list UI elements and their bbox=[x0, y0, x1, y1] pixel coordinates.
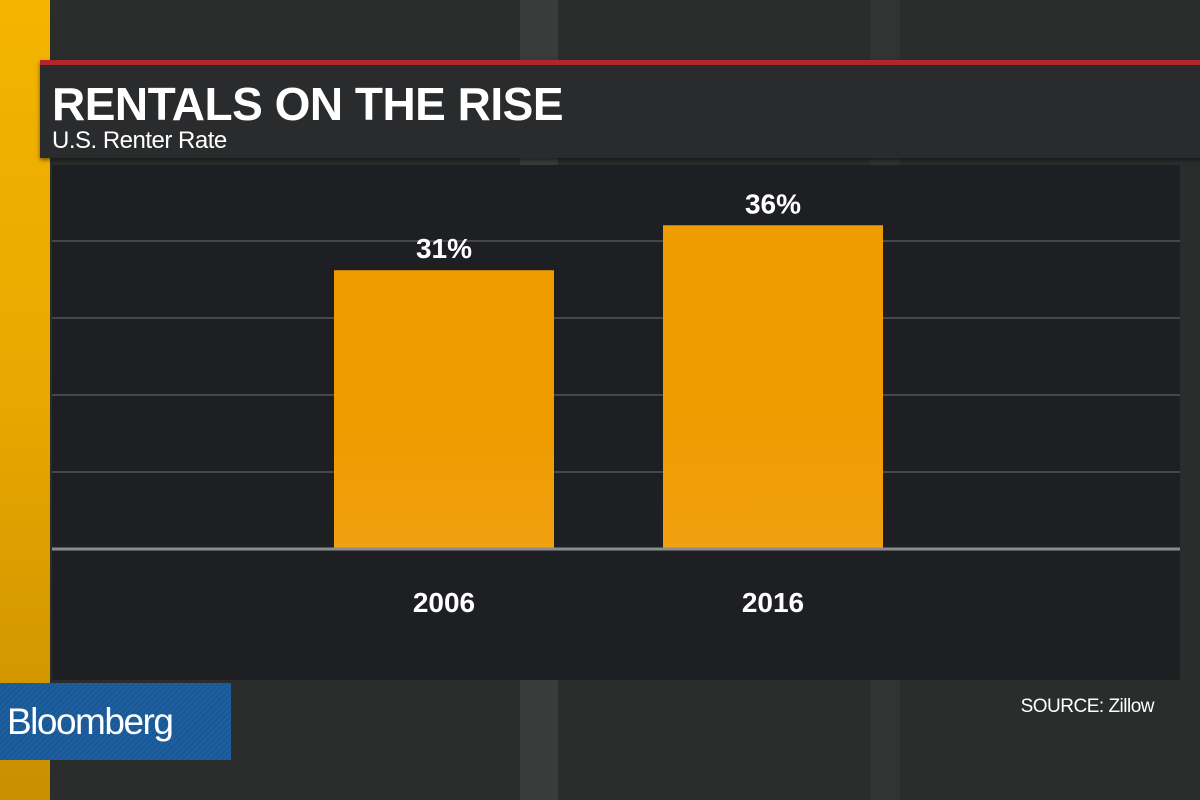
data-label: 31% bbox=[416, 233, 472, 264]
chart-panel bbox=[52, 165, 1180, 680]
bar-2016 bbox=[663, 225, 883, 549]
x-tick-label: 2006 bbox=[413, 587, 475, 618]
chart-title: RENTALS ON THE RISE bbox=[52, 78, 564, 130]
chart-subtitle: U.S. Renter Rate bbox=[52, 127, 227, 154]
source-label: SOURCE: Zillow bbox=[1020, 696, 1155, 717]
bar-2006 bbox=[334, 270, 554, 549]
bloomberg-logo: Bloomberg bbox=[0, 683, 231, 760]
chart-header: RENTALS ON THE RISE U.S. Renter Rate bbox=[40, 60, 1200, 158]
data-label: 36% bbox=[745, 188, 801, 219]
x-tick-label: 2016 bbox=[742, 587, 804, 618]
